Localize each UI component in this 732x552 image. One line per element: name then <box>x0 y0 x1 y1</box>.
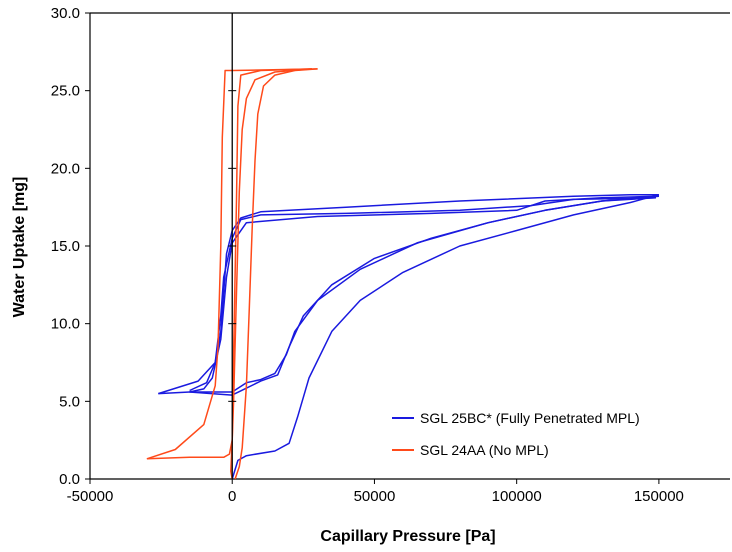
series-line-1-0 <box>234 68 318 480</box>
series-layer <box>146 68 660 480</box>
x-tick-label: 100000 <box>492 488 542 505</box>
legend-label: SGL 24AA (No MPL) <box>420 442 549 458</box>
y-tick-label: 0.0 <box>59 471 80 488</box>
series-line-0-3 <box>188 195 659 396</box>
x-tick-label: -50000 <box>67 488 114 505</box>
x-axis-title: Capillary Pressure [Pa] <box>320 528 495 545</box>
legend-label: SGL 25BC* (Fully Penetrated MPL) <box>420 410 640 426</box>
x-tick-label: 0 <box>228 488 236 505</box>
series-sgl-24aa <box>146 68 318 480</box>
x-tick-label: 50000 <box>354 488 396 505</box>
y-tick-label: 10.0 <box>51 316 80 333</box>
x-tick-label: 150000 <box>634 488 684 505</box>
y-axis-title: Water Uptake [mg] <box>11 177 28 318</box>
y-tick-label: 25.0 <box>51 83 80 100</box>
series-line-1-1 <box>146 68 318 460</box>
series-line-0-4 <box>189 197 657 392</box>
legend-item: SGL 25BC* (Fully Penetrated MPL) <box>392 410 640 426</box>
y-tick-label: 30.0 <box>51 5 80 22</box>
y-tick-label: 5.0 <box>59 393 80 410</box>
ticks-layer: 0.0 5.0 10.0 15.0 20.0 25.0 30.0 -50000 0 50000 10… <box>51 5 684 505</box>
y-tick-label: 20.0 <box>51 160 80 177</box>
series-line-0-0 <box>231 193 660 480</box>
series-line-1-3 <box>230 68 312 480</box>
series-line-1-2 <box>146 68 312 460</box>
legend-item: SGL 24AA (No MPL) <box>392 442 549 458</box>
legend: SGL 25BC* (Fully Penetrated MPL) SGL 24AA… <box>392 410 640 458</box>
y-tick-label: 15.0 <box>51 238 80 255</box>
